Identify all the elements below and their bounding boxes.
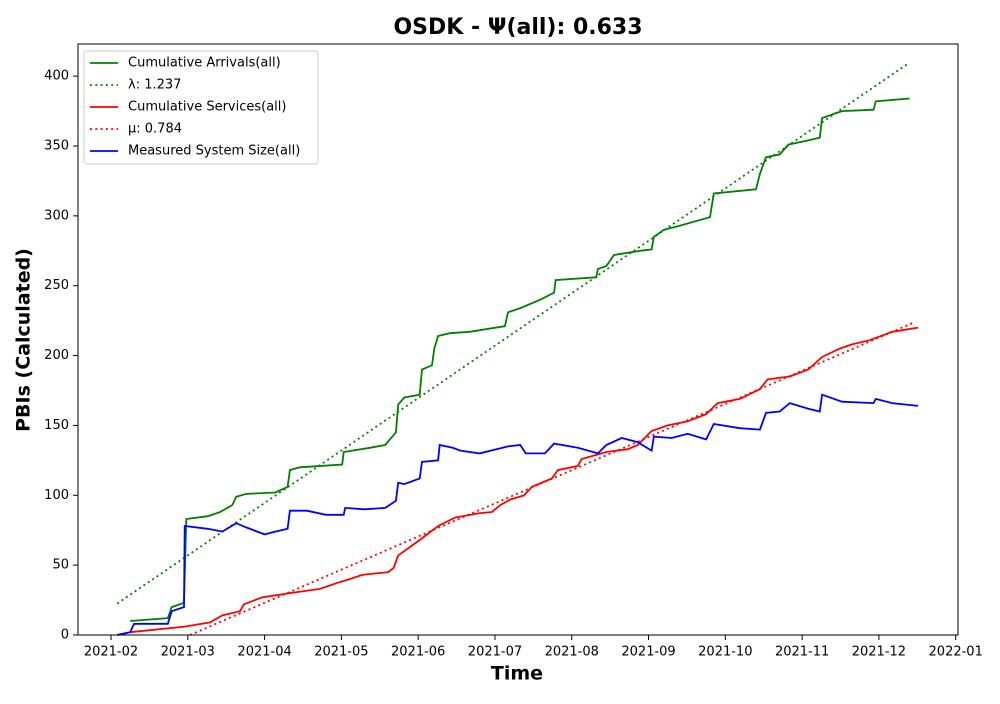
x-tick-label: 2021-04 (237, 645, 291, 660)
x-tick-label: 2021-03 (161, 645, 215, 660)
y-tick-label: 200 (44, 348, 69, 363)
x-tick-label: 2021-11 (775, 645, 829, 660)
x-tick-label: 2021-07 (468, 645, 522, 660)
x-tick-label: 2021-12 (852, 645, 906, 660)
series-line (117, 393, 919, 636)
y-tick-label: 400 (44, 69, 69, 84)
y-tick-label: 100 (44, 488, 69, 503)
x-tick-label: 2021-10 (698, 645, 752, 660)
series-line (130, 97, 910, 622)
series-line (117, 326, 919, 636)
y-tick-label: 150 (44, 418, 69, 433)
y-tick-label: 300 (44, 208, 69, 223)
y-axis-label: PBIs (Calculated) (13, 248, 35, 432)
y-tick-label: 350 (44, 138, 69, 153)
x-tick-label: 2021-05 (314, 645, 368, 660)
x-tick-label: 2021-08 (545, 645, 599, 660)
legend-label: Cumulative Services(all) (128, 100, 286, 115)
y-tick-label: 0 (61, 628, 69, 643)
x-tick-label: 2021-06 (391, 645, 445, 660)
legend-label: Cumulative Arrivals(all) (128, 56, 281, 71)
legend-label: Measured System Size(all) (128, 144, 300, 159)
legend-label: λ: 1.237 (128, 78, 181, 93)
y-tick-label: 250 (44, 278, 69, 293)
chart-title: OSDK - Ψ(all): 0.633 (393, 15, 642, 40)
x-tick-label: 2021-02 (84, 645, 138, 660)
series-line (116, 62, 909, 605)
legend-label: μ: 0.784 (128, 122, 182, 137)
legend-box (83, 50, 319, 165)
series-line (189, 321, 916, 636)
x-tick-label: 2021-09 (621, 645, 675, 660)
y-tick-label: 50 (52, 558, 69, 573)
plot-frame (77, 43, 959, 636)
x-axis-label: Time (491, 663, 543, 685)
x-tick-label: 2022-01 (929, 645, 983, 660)
